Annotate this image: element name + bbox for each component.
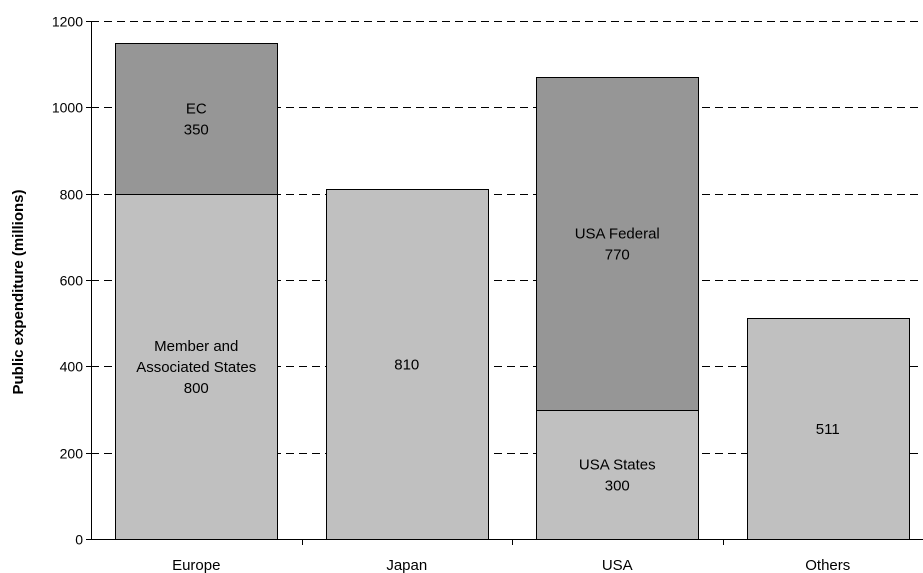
bars: Member and Associated States 800 EC 350 810 US… (115, 43, 910, 540)
x-tick-label: Japan (386, 557, 427, 573)
y-tick-label: 600 (60, 273, 84, 289)
y-tick-label: 1000 (52, 100, 83, 116)
bar-segment (536, 410, 699, 540)
y-tick-label: 400 (60, 359, 84, 375)
data-label: USA States 300 (579, 457, 656, 495)
data-label: EC 350 (184, 101, 209, 139)
axes (91, 21, 923, 545)
data-label: Member and Associated States 800 (136, 338, 256, 397)
y-axis-title: Public expenditure (millions) (10, 189, 27, 394)
x-tick-label: USA (602, 557, 633, 573)
x-tick-label: Europe (172, 557, 220, 573)
data-label: 511 (816, 421, 840, 438)
bar-segment (115, 43, 278, 195)
bar-segment (536, 77, 699, 411)
bar-segment (115, 194, 278, 540)
x-axis-labels: Europe Japan USA Others (172, 557, 850, 573)
data-label: USA Federal 770 (575, 226, 660, 264)
data-label: 810 (394, 357, 419, 374)
y-axis-ticks: 0 200 400 600 800 1000 1200 (52, 14, 91, 548)
x-tick-label: Others (805, 557, 850, 573)
bar-segment (326, 189, 489, 540)
y-tick-label: 0 (75, 532, 83, 548)
y-tick-label: 1200 (52, 14, 83, 30)
y-tick-label: 200 (60, 446, 84, 462)
y-tick-label: 800 (60, 187, 84, 203)
